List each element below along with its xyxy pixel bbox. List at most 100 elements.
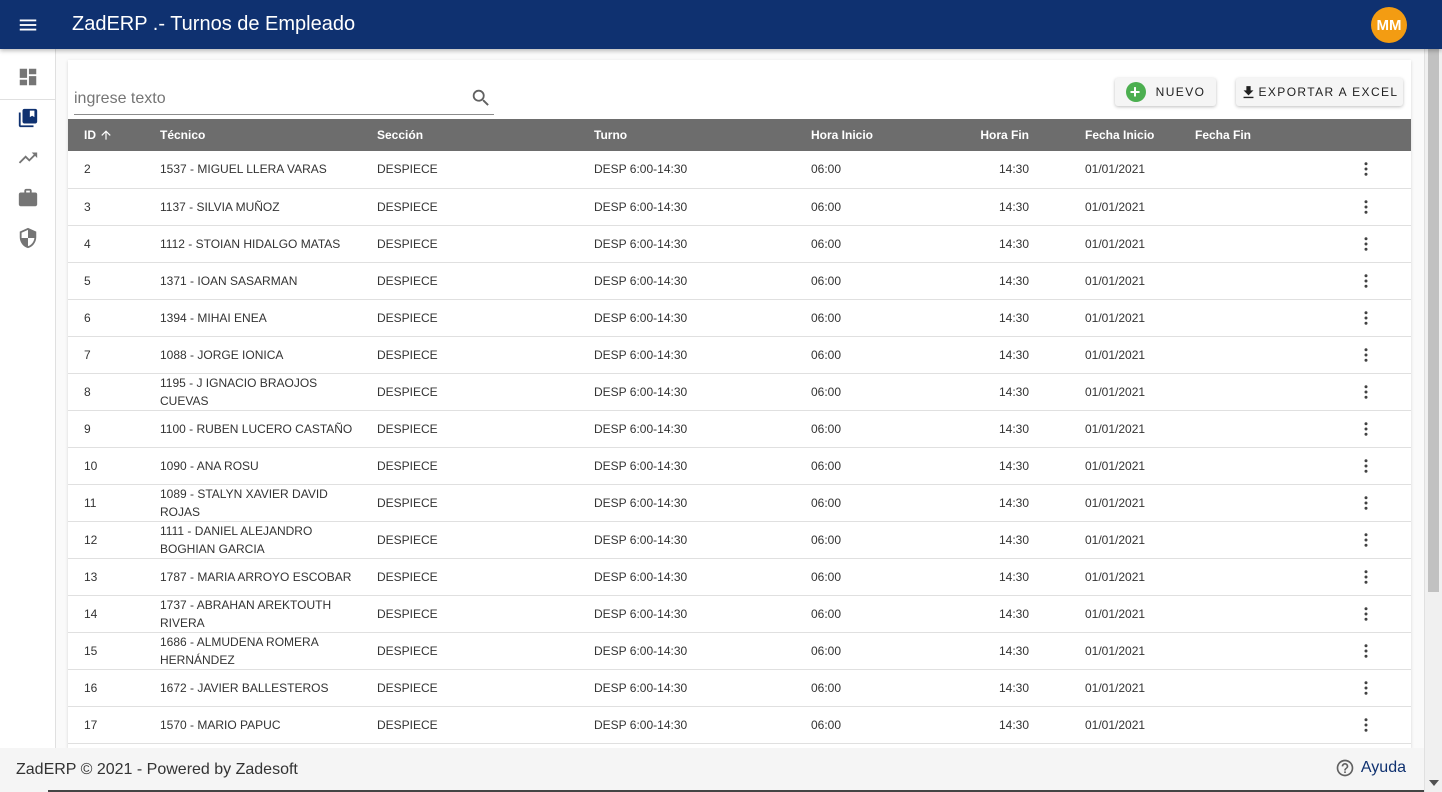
cell-turno: DESP 6:00-14:30 [594, 384, 688, 399]
cell-hora-fin: 14:30 [998, 162, 1029, 177]
row-menu-button[interactable] [1321, 457, 1411, 475]
table-row[interactable]: 4 1112 - STOIAN HIDALGO MATAS DESPIECE DESP… [68, 225, 1411, 262]
more-vert-icon [1364, 458, 1368, 473]
cell-seccion: DESPIECE [377, 310, 438, 325]
cell-turno: DESP 6:00-14:30 [594, 680, 688, 695]
row-menu-button[interactable] [1321, 605, 1411, 623]
row-menu-button[interactable] [1321, 198, 1411, 216]
table-body: 2 1537 - MIGUEL LLERA VARAS DESPIECE DESP 6… [68, 151, 1411, 743]
table-row[interactable]: 16 1672 - JAVIER BALLESTEROS DESPIECE DESP … [68, 669, 1411, 706]
sidebar-item-work[interactable] [0, 178, 56, 218]
cell-hora-inicio: 06:00 [811, 532, 842, 547]
cell-fecha-fin [1195, 336, 1321, 373]
cell-tecnico: 1088 - JORGE IONICA [160, 347, 284, 362]
search-icon [472, 89, 489, 106]
cell-id: 10 [84, 458, 98, 473]
search-button[interactable] [470, 87, 492, 109]
cell-fecha-fin [1195, 299, 1321, 336]
cell-hora-inicio: 06:00 [811, 162, 842, 177]
row-menu-button[interactable] [1321, 679, 1411, 697]
cell-turno: DESP 6:00-14:30 [594, 606, 688, 621]
search-input[interactable] [74, 88, 454, 110]
cell-tecnico: 1672 - JAVIER BALLESTEROS [160, 680, 329, 695]
row-menu-button[interactable] [1321, 160, 1411, 178]
sidebar-item-trending[interactable] [0, 138, 56, 178]
page-scrollbar[interactable] [1424, 0, 1442, 792]
help-link[interactable]: Ayuda [1335, 758, 1406, 778]
table-row[interactable]: 3 1137 - SILVIA MUÑOZ DESPIECE DESP 6:00-14… [68, 188, 1411, 225]
table-row[interactable]: 2 1537 - MIGUEL LLERA VARAS DESPIECE DESP 6… [68, 151, 1411, 188]
table-row[interactable]: 15 1686 - ALMUDENA ROMERA HERNÁNDEZ DESPIE… [68, 632, 1411, 669]
cell-turno: DESP 6:00-14:30 [594, 199, 688, 214]
cell-hora-inicio: 06:00 [811, 421, 842, 436]
row-menu-button[interactable] [1321, 494, 1411, 512]
scroll-down-arrow-icon[interactable] [1429, 780, 1439, 786]
cell-seccion: DESPIECE [377, 273, 438, 288]
cell-id: 13 [84, 569, 98, 584]
sidebar-item-library[interactable] [0, 98, 56, 138]
footer-copyright: ZadERP © 2021 - Powered by Zadesoft [16, 761, 298, 778]
cell-fecha-fin [1195, 595, 1321, 632]
column-header-seccion[interactable]: Sección [377, 128, 424, 142]
new-button[interactable]: + NUEVO [1115, 78, 1216, 106]
cell-tecnico: 1137 - SILVIA MUÑOZ [160, 199, 280, 214]
column-header-tecnico[interactable]: Técnico [160, 128, 206, 142]
row-menu-button[interactable] [1321, 235, 1411, 253]
row-menu-button[interactable] [1321, 531, 1411, 549]
cell-turno: DESP 6:00-14:30 [594, 162, 688, 177]
column-header-turno[interactable]: Turno [594, 128, 628, 142]
avatar[interactable]: MM [1371, 7, 1407, 43]
cell-id: 17 [84, 717, 98, 732]
table-row[interactable]: 9 1100 - RUBEN LUCERO CASTAÑO DESPIECE DESP… [68, 410, 1411, 447]
cell-seccion: DESPIECE [377, 569, 438, 584]
row-menu-button[interactable] [1321, 420, 1411, 438]
table-row[interactable]: 14 1737 - ABRAHAN AREKTOUTH RIVERA DESPIEC… [68, 595, 1411, 632]
table-row[interactable]: 10 1090 - ANA ROSU DESPIECE DESP 6:00-14:30… [68, 447, 1411, 484]
table-row[interactable]: 7 1088 - JORGE IONICA DESPIECE DESP 6:00-14… [68, 336, 1411, 373]
row-menu-button[interactable] [1321, 642, 1411, 660]
row-menu-button[interactable] [1321, 568, 1411, 586]
cell-fecha-inicio: 01/01/2021 [1085, 680, 1146, 695]
cell-actions [1321, 188, 1411, 225]
column-header-id[interactable]: ID [68, 119, 160, 151]
cell-seccion: DESPIECE [377, 606, 438, 621]
more-vert-icon [1364, 495, 1368, 510]
table-row[interactable]: 5 1371 - IOAN SASARMAN DESPIECE DESP 6:00-1… [68, 262, 1411, 299]
cell-id: 11 [84, 495, 97, 510]
row-menu-button[interactable] [1321, 272, 1411, 290]
cell-fecha-fin [1195, 558, 1321, 595]
cell-fecha-inicio: 01/01/2021 [1085, 495, 1146, 510]
row-menu-button[interactable] [1321, 383, 1411, 401]
cell-seccion: DESPIECE [377, 495, 438, 510]
cell-turno: DESP 6:00-14:30 [594, 569, 688, 584]
table-row[interactable]: 17 1570 - MARIO PAPUC DESPIECE DESP 6:00-14… [68, 706, 1411, 743]
table-row[interactable]: 6 1394 - MIHAI ENEA DESPIECE DESP 6:00-14:3… [68, 299, 1411, 336]
dashboard-icon [19, 68, 37, 86]
column-header-hora-fin[interactable]: Hora Fin [980, 128, 1029, 142]
table-row[interactable]: 12 1111 - DANIEL ALEJANDRO BOGHIAN GARCIA… [68, 521, 1411, 558]
row-menu-button[interactable] [1321, 346, 1411, 364]
cell-turno: DESP 6:00-14:30 [594, 495, 688, 510]
cell-fecha-fin [1195, 262, 1321, 299]
table-row[interactable]: 8 1195 - J IGNACIO BRAOJOS CUEVAS DESPIECE… [68, 373, 1411, 410]
column-header-hora-inicio[interactable]: Hora Inicio [811, 128, 874, 142]
cell-seccion: DESPIECE [377, 199, 438, 214]
more-vert-icon [1364, 310, 1368, 325]
export-excel-button[interactable]: EXPORTAR A EXCEL [1236, 78, 1403, 106]
column-header-fecha-fin[interactable]: Fecha Fin [1195, 128, 1252, 142]
cell-fecha-inicio: 01/01/2021 [1085, 273, 1146, 288]
export-excel-label: EXPORTAR A EXCEL [1258, 85, 1399, 99]
table-row[interactable]: 13 1787 - MARIA ARROYO ESCOBAR DESPIECE DES… [68, 558, 1411, 595]
scroll-thumb[interactable] [1428, 18, 1439, 592]
row-menu-button[interactable] [1321, 309, 1411, 327]
column-header-fecha-inicio[interactable]: Fecha Inicio [1085, 128, 1155, 142]
table-row[interactable]: 11 1089 - STALYN XAVIER DAVID ROJAS DESPIE… [68, 484, 1411, 521]
cell-tecnico: 1112 - STOIAN HIDALGO MATAS [160, 236, 341, 251]
row-menu-button[interactable] [1321, 716, 1411, 734]
more-vert-icon [1364, 606, 1368, 621]
more-vert-icon [1364, 717, 1368, 732]
sidebar-item-dashboard[interactable] [0, 57, 56, 97]
menu-button[interactable] [0, 0, 56, 49]
sidebar-item-security[interactable] [0, 218, 56, 258]
hamburger-menu-icon [19, 19, 37, 30]
